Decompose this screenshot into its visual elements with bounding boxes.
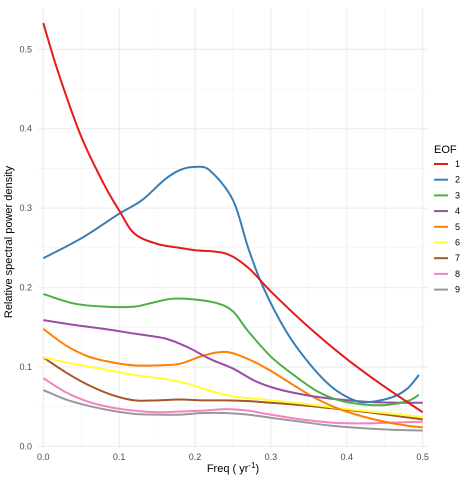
y-tick-label: 0.5 [19, 44, 32, 54]
y-tick-label: 0.3 [19, 203, 32, 213]
legend-label-eof-7: 7 [455, 253, 460, 263]
x-axis-ticks: 0.0 0.1 0.2 0.3 0.4 0.5 [37, 452, 429, 462]
y-axis-ticks: 0.0 0.1 0.2 0.3 0.4 0.5 [19, 44, 32, 451]
y-tick-label: 0.0 [19, 441, 32, 451]
x-tick-label: 0.2 [189, 452, 202, 462]
x-axis-title-suffix: ) [256, 463, 260, 475]
y-tick-label: 0.1 [19, 362, 32, 372]
x-axis-title: Freq ( yr-1) [207, 461, 259, 475]
y-axis-title: Relative spectral power density [3, 165, 15, 318]
legend-label-eof-4: 4 [455, 206, 460, 216]
series-line-eof-1 [42, 22, 424, 414]
series-line-eof-8 [42, 377, 423, 425]
series-line-eof-5 [42, 328, 423, 429]
legend: EOF 1 2 3 4 5 6 7 8 9 [434, 144, 460, 295]
series-line-eof-3 [43, 292, 420, 407]
x-tick-label: 0.4 [341, 452, 354, 462]
legend-label-eof-5: 5 [455, 222, 460, 232]
series-line-eof-2 [42, 165, 420, 404]
x-axis-title-main: Freq ( yr [207, 463, 249, 475]
legend-label-eof-2: 2 [455, 175, 460, 185]
grid [38, 8, 428, 448]
x-tick-label: 0.1 [113, 452, 126, 462]
series-lines [42, 22, 424, 432]
legend-title: EOF [434, 144, 457, 156]
legend-items: 1 2 3 4 5 6 7 8 9 [434, 159, 460, 295]
legend-label-eof-8: 8 [455, 269, 460, 279]
legend-label-eof-1: 1 [455, 159, 460, 169]
y-tick-label: 0.4 [19, 124, 32, 134]
x-tick-label: 0.3 [265, 452, 278, 462]
legend-label-eof-9: 9 [455, 285, 460, 295]
series-line-eof-6 [43, 356, 423, 419]
x-axis-title-superscript: -1 [248, 461, 256, 470]
legend-label-eof-6: 6 [455, 238, 460, 248]
series-line-eof-9 [42, 389, 423, 432]
x-tick-label: 0.0 [37, 452, 50, 462]
legend-label-eof-3: 3 [455, 190, 460, 200]
y-tick-label: 0.2 [19, 283, 32, 293]
x-tick-label: 0.5 [416, 452, 429, 462]
